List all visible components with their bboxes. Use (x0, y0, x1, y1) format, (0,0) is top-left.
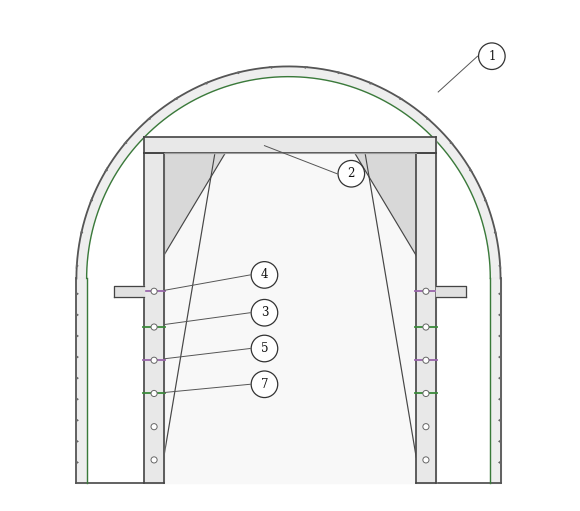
Polygon shape (365, 153, 416, 457)
Polygon shape (498, 312, 502, 317)
Polygon shape (355, 153, 416, 256)
Text: 2: 2 (347, 167, 355, 180)
Circle shape (423, 288, 429, 294)
Polygon shape (269, 66, 274, 69)
Polygon shape (80, 229, 84, 235)
Circle shape (151, 357, 157, 363)
Polygon shape (436, 286, 466, 297)
Text: 4: 4 (260, 268, 268, 282)
Polygon shape (75, 439, 79, 444)
Polygon shape (498, 291, 502, 296)
Polygon shape (302, 66, 309, 69)
Polygon shape (164, 153, 225, 256)
Circle shape (151, 424, 157, 430)
Polygon shape (75, 397, 79, 402)
Polygon shape (164, 153, 215, 457)
Polygon shape (144, 137, 436, 153)
Polygon shape (450, 140, 454, 144)
Text: 1: 1 (488, 50, 495, 63)
Polygon shape (75, 333, 79, 339)
Polygon shape (75, 355, 79, 360)
Circle shape (151, 390, 157, 397)
Circle shape (151, 288, 157, 294)
Polygon shape (104, 167, 108, 172)
Polygon shape (144, 153, 164, 483)
Circle shape (423, 324, 429, 330)
Polygon shape (77, 278, 86, 483)
Polygon shape (235, 71, 241, 74)
Polygon shape (498, 439, 502, 444)
Circle shape (251, 299, 278, 326)
Circle shape (151, 457, 157, 463)
Polygon shape (426, 116, 430, 120)
Polygon shape (398, 96, 404, 100)
Circle shape (423, 424, 429, 430)
Circle shape (251, 371, 278, 398)
Polygon shape (469, 167, 473, 172)
Text: 5: 5 (260, 342, 268, 355)
Polygon shape (484, 197, 488, 203)
Polygon shape (498, 397, 502, 402)
Circle shape (251, 262, 278, 288)
Polygon shape (494, 229, 497, 235)
Polygon shape (75, 418, 79, 423)
Polygon shape (498, 263, 501, 269)
Polygon shape (114, 286, 144, 297)
Polygon shape (75, 312, 79, 317)
Polygon shape (123, 140, 127, 144)
Polygon shape (368, 81, 374, 85)
Text: 3: 3 (260, 306, 268, 319)
Polygon shape (173, 96, 179, 100)
Polygon shape (490, 278, 501, 483)
Circle shape (251, 335, 278, 362)
Polygon shape (498, 355, 502, 360)
Polygon shape (498, 333, 502, 339)
Circle shape (423, 357, 429, 363)
Polygon shape (164, 153, 416, 483)
Polygon shape (498, 460, 502, 465)
Polygon shape (203, 81, 209, 85)
Circle shape (478, 43, 505, 69)
Circle shape (338, 160, 365, 187)
Circle shape (151, 324, 157, 330)
Polygon shape (75, 291, 79, 296)
Circle shape (423, 457, 429, 463)
Polygon shape (75, 263, 79, 269)
Polygon shape (89, 197, 93, 203)
Polygon shape (336, 71, 342, 74)
Polygon shape (77, 66, 501, 278)
Polygon shape (498, 418, 502, 423)
Text: 7: 7 (260, 378, 268, 391)
Polygon shape (75, 376, 79, 381)
Circle shape (423, 390, 429, 397)
Polygon shape (416, 153, 436, 483)
Polygon shape (146, 116, 151, 120)
Polygon shape (498, 376, 502, 381)
Polygon shape (75, 460, 79, 465)
